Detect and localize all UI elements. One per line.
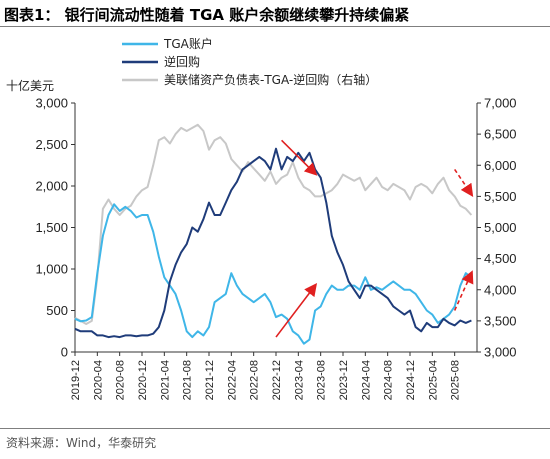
x-tick-label: 2023-04 [293,360,305,400]
left-tick-label: 3,000 [35,96,68,111]
x-tick-label: 2021-08 [182,360,194,400]
right-tick-label: 4,000 [484,282,517,297]
right-tick-label: 4,500 [484,251,517,266]
fed-net-liquidity-line [74,123,473,325]
x-tick-label: 2022-12 [271,360,283,400]
left-axis-unit: 十亿美元 [6,78,54,93]
legend-tga-label: TGA账户 [163,36,213,51]
left-tick-label: 0 [61,345,68,360]
annotation-layer [275,139,474,338]
x-tick-label: 2020-08 [115,360,127,400]
right-tick-label: 6,000 [484,158,517,173]
left-tick-label: 2,500 [35,137,68,152]
source-divider [0,428,550,429]
tga-line [74,203,472,345]
x-tick-label: 2024-12 [405,360,417,400]
source-note: 资料来源：Wind，华泰研究 [6,436,157,450]
right-tick-label: 3,500 [484,313,517,328]
series-layer [74,123,473,345]
left-y-axis: 0 500 1,000 1,500 2,000 2,500 3,000 [35,96,75,360]
x-tick-label: 2025-04 [427,360,439,400]
left-tick-label: 2,000 [35,179,68,194]
legend-fed-net-label: 美联储资产负债表-TGA-逆回购（右轴） [164,72,377,87]
x-axis: 2019-12 2020-04 2020-08 2020-12 2021-04 2021-… [70,352,462,400]
left-tick-label: 1,000 [35,262,68,277]
title-divider [0,26,550,27]
x-tick-label: 2025-08 [450,360,462,400]
x-tick-label: 2020-04 [92,360,104,400]
left-tick-label: 500 [46,303,68,318]
x-tick-label: 2023-12 [338,360,350,400]
x-tick-label: 2024-04 [360,360,372,400]
legend-rrp-label: 逆回购 [164,54,200,69]
right-tick-label: 5,500 [484,189,517,204]
right-tick-label: 3,000 [484,345,517,360]
x-tick-label: 2022-04 [226,360,238,400]
left-tick-label: 1,500 [35,220,68,235]
x-tick-label: 2020-12 [137,360,149,400]
right-tick-label: 5,000 [484,220,517,235]
x-tick-label: 2021-04 [159,360,171,400]
right-y-axis: 3,000 3,500 4,000 4,500 5,000 5,500 6,000 6,500… [477,96,517,360]
x-tick-label: 2024-08 [383,360,395,400]
x-tick-label: 2023-08 [316,360,328,400]
trend-arrow [454,168,474,197]
chart-title: 图表1： 银行间流动性随着 TGA 账户余额继续攀升持续偏紧 [4,6,410,24]
x-tick-label: 2021-12 [204,360,216,400]
x-tick-label: 2022-08 [249,360,261,400]
rrp-line [74,147,472,339]
right-tick-label: 7,000 [484,96,517,111]
trend-arrow [275,283,318,338]
right-tick-label: 6,500 [484,127,517,142]
x-tick-label: 2019-12 [70,360,82,400]
trend-arrow [281,139,318,176]
